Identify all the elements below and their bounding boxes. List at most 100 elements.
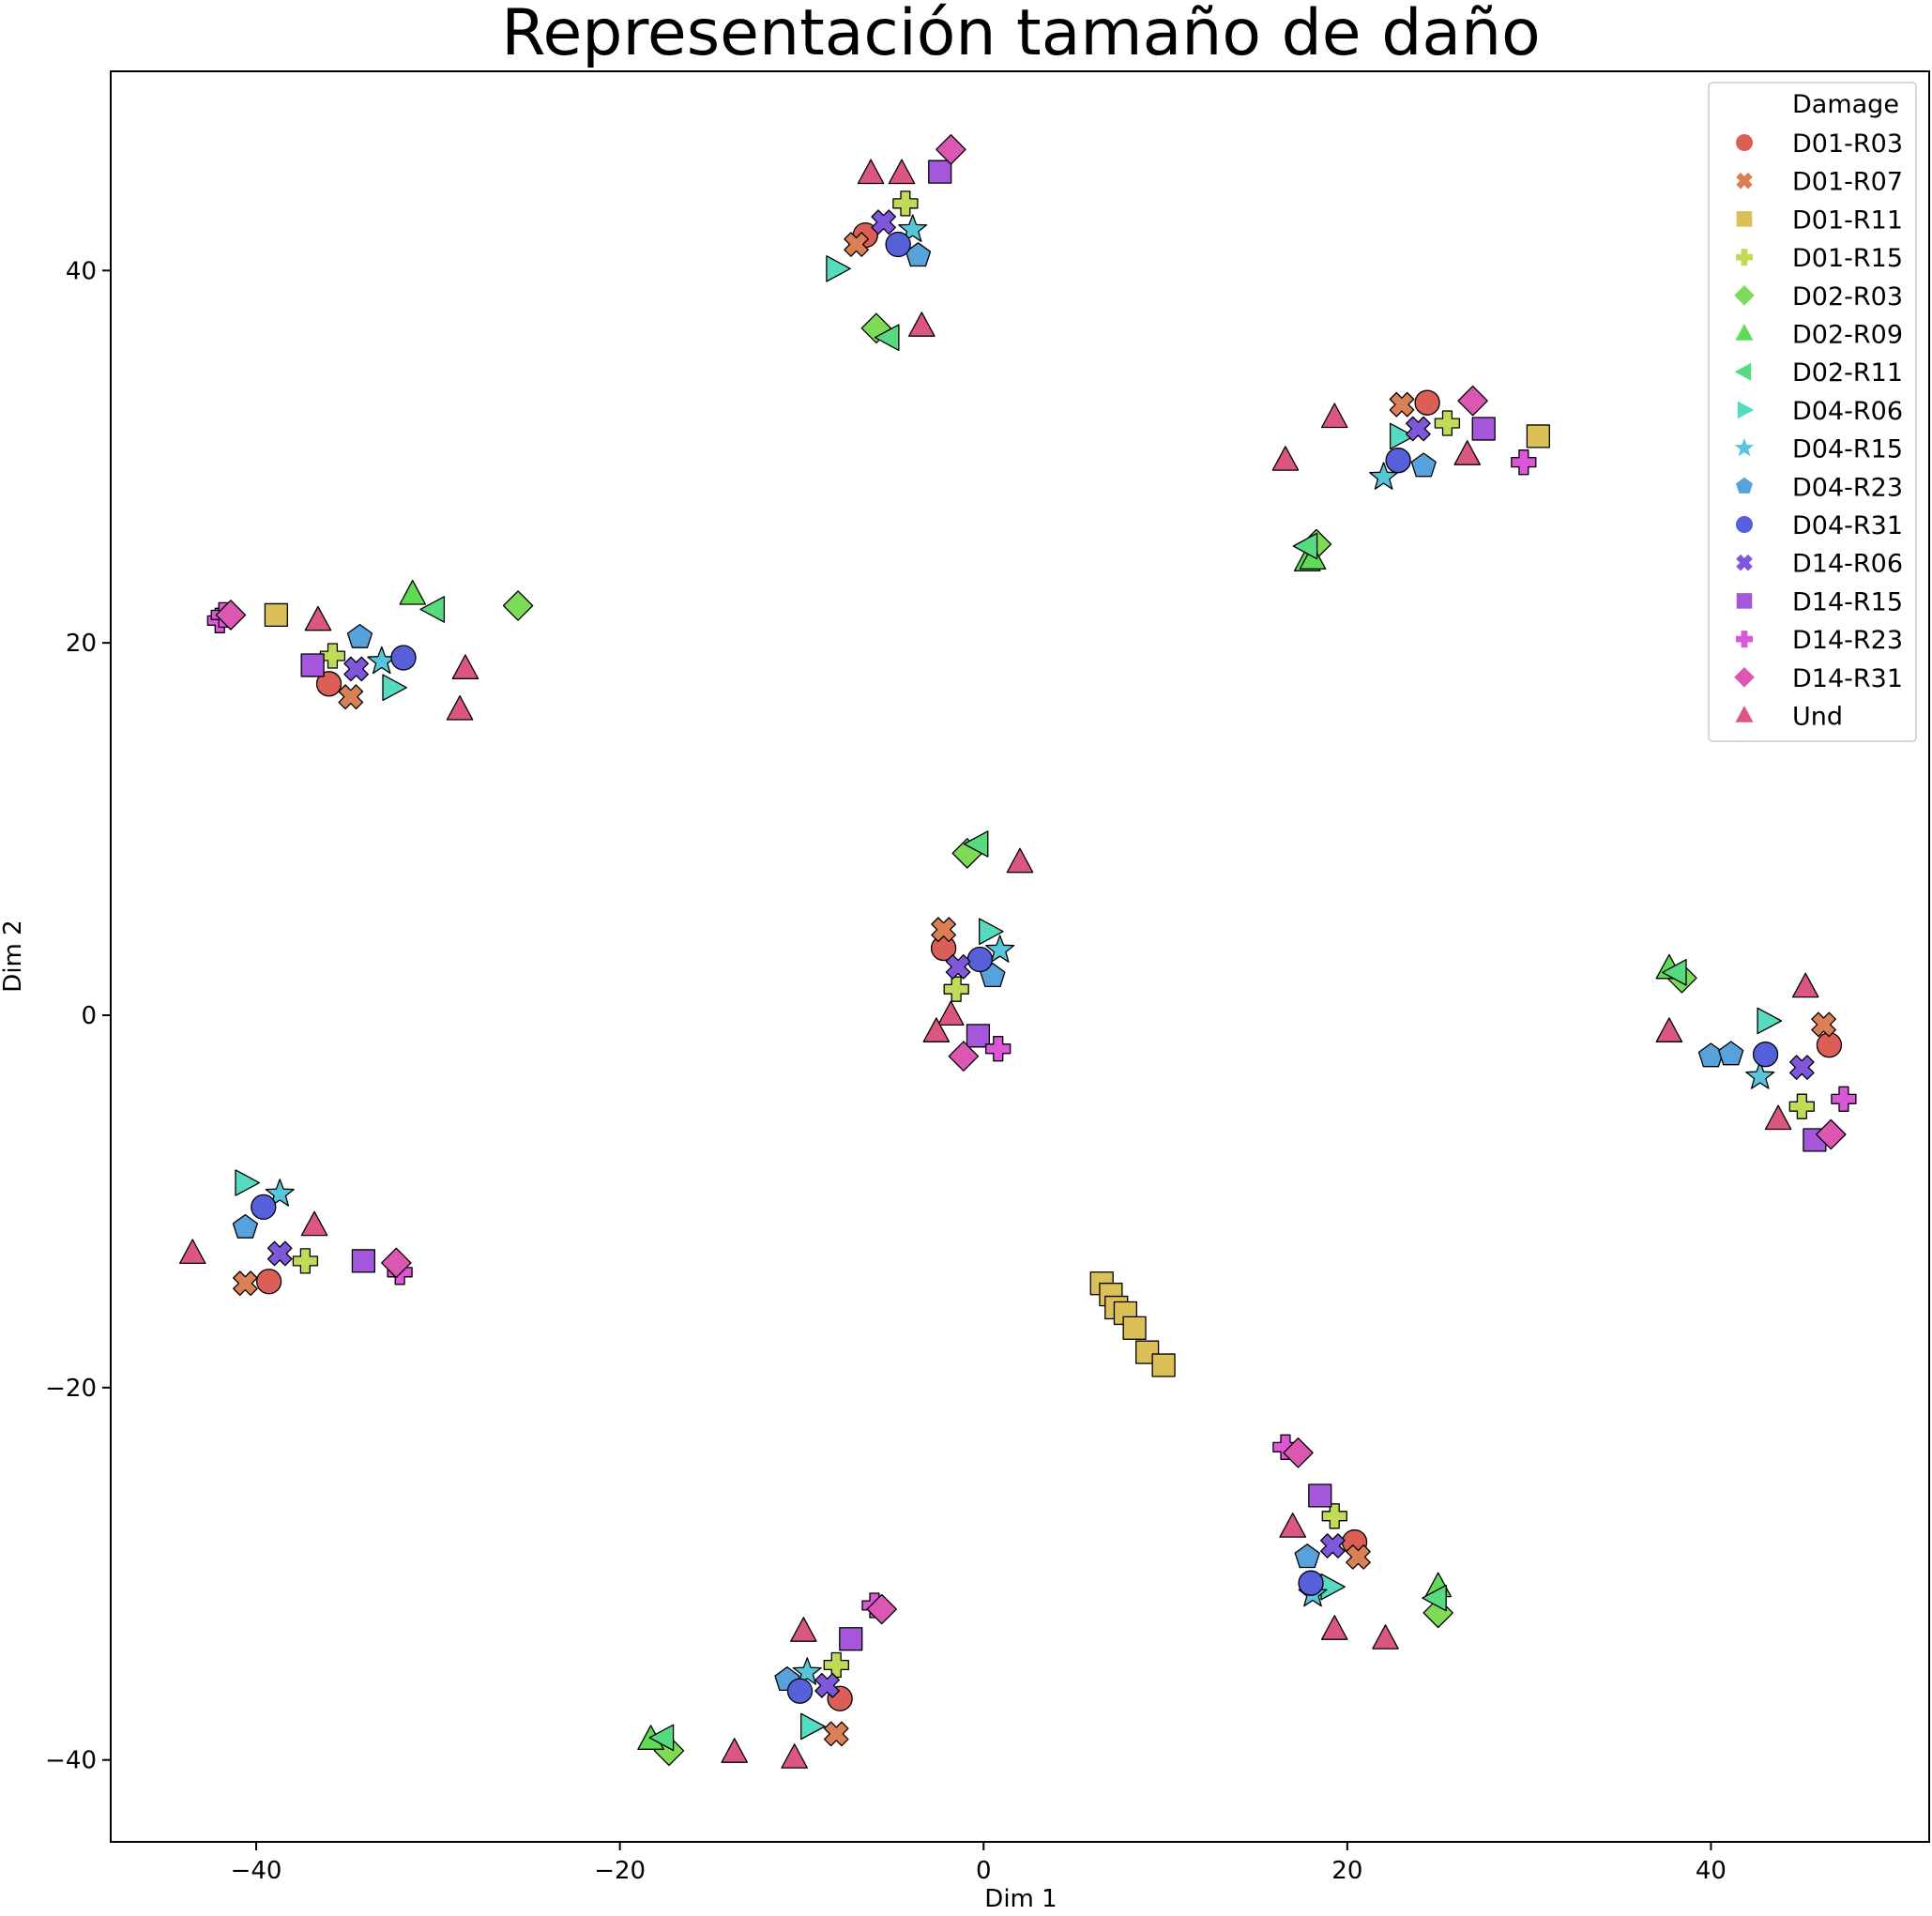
data-point	[446, 694, 474, 721]
legend-label: D01-R11	[1792, 205, 1903, 235]
data-point	[1745, 1061, 1775, 1089]
data-point	[1831, 1086, 1857, 1112]
data-point	[1389, 391, 1415, 418]
data-point	[936, 134, 966, 165]
series-d04-r23	[232, 242, 1744, 1692]
legend-label: Und	[1792, 703, 1843, 732]
data-point	[292, 1248, 319, 1274]
data-point	[1122, 1315, 1147, 1340]
legend-label: D14-R15	[1792, 587, 1903, 616]
legend-marker	[1736, 134, 1753, 151]
data-point	[1292, 532, 1318, 560]
legend-marker	[1734, 285, 1755, 306]
data-point	[1752, 1042, 1779, 1068]
data-point	[874, 324, 900, 352]
data-point	[1655, 1017, 1683, 1042]
series-d14-r23	[206, 449, 1857, 1619]
x-tick-label: 20	[1331, 1857, 1362, 1885]
legend-label: D02-R11	[1792, 358, 1903, 388]
data-point	[721, 1738, 749, 1763]
legend-label: D14-R23	[1792, 626, 1903, 655]
data-point	[898, 214, 928, 242]
plot-frame	[110, 70, 1930, 1843]
data-point	[346, 623, 373, 648]
data-point	[233, 1270, 258, 1297]
legend-marker	[1736, 477, 1753, 494]
legend-marker	[1734, 667, 1755, 688]
legend-label: D02-R03	[1792, 282, 1903, 312]
legend-marker	[1734, 362, 1752, 381]
data-point	[1410, 452, 1437, 478]
chart-title: Representación tamaño de daño	[501, 0, 1541, 70]
data-point	[1757, 1007, 1783, 1035]
data-point	[908, 312, 936, 337]
series-d04-r31	[251, 231, 1779, 1704]
data-point	[892, 190, 919, 217]
data-point	[232, 1213, 259, 1239]
data-point	[351, 1249, 375, 1273]
data-point	[1320, 403, 1348, 429]
y-tick-label: 40	[66, 257, 97, 285]
data-point	[1151, 1353, 1176, 1377]
data-point	[343, 656, 369, 682]
data-point	[1718, 1041, 1744, 1066]
data-point	[502, 590, 534, 621]
legend-marker	[1736, 631, 1753, 648]
y-tick-label: 20	[66, 630, 97, 658]
series-d02-r09	[399, 544, 1683, 1750]
data-point	[300, 1210, 328, 1237]
series-d01-r07	[233, 232, 1836, 1747]
data-point	[1511, 449, 1537, 476]
data-point	[1320, 1533, 1346, 1559]
series-d01-r15	[292, 190, 1815, 1679]
x-axis-label: Dim 1	[984, 1885, 1057, 1913]
legend-label: D04-R06	[1792, 397, 1903, 426]
data-point	[792, 1657, 822, 1685]
legend-label: D04-R15	[1792, 435, 1903, 464]
data-point	[1320, 1615, 1348, 1640]
legend-label: D01-R07	[1792, 168, 1903, 197]
data-point	[319, 643, 346, 669]
legend-title: Damage	[1792, 90, 1899, 119]
data-point	[937, 1000, 965, 1026]
legend-marker	[1736, 554, 1753, 571]
series-d14-r15	[300, 160, 1827, 1651]
data-point	[966, 946, 994, 973]
x-tick-label: −20	[594, 1857, 646, 1885]
data-point	[922, 1017, 951, 1042]
data-point	[857, 159, 885, 185]
legend: Damage D01-R03 D01-R07 D01-R11 D01-R15 D02-R…	[1708, 82, 1917, 742]
data-point	[381, 1247, 412, 1279]
series-d01-r03	[255, 221, 1843, 1711]
data-point	[963, 830, 989, 858]
legend-marker	[1736, 211, 1753, 227]
data-point	[888, 159, 916, 185]
data-point	[1279, 1513, 1307, 1538]
data-point	[781, 1743, 808, 1769]
legend-label: D04-R23	[1792, 473, 1903, 502]
data-point	[1697, 1042, 1725, 1068]
data-point	[885, 231, 911, 258]
legend-label: D01-R03	[1792, 129, 1903, 159]
data-point	[844, 232, 869, 257]
legend-marker	[1735, 324, 1754, 341]
data-point	[1320, 1573, 1346, 1601]
data-point	[943, 976, 969, 1002]
series-d02-r11	[419, 324, 1687, 1752]
data-point	[800, 1712, 826, 1741]
data-point	[266, 1240, 293, 1267]
data-point	[390, 645, 417, 671]
data-point	[985, 1036, 1012, 1062]
data-point	[966, 1024, 991, 1048]
data-point	[945, 954, 971, 980]
data-point	[315, 671, 342, 697]
series-und	[178, 159, 1819, 1769]
legend-label: D04-R31	[1792, 511, 1903, 540]
data-point	[1791, 972, 1819, 998]
data-point	[300, 653, 325, 677]
legend-marker	[1734, 437, 1755, 457]
data-point	[1422, 1584, 1447, 1612]
legend-marker	[1736, 593, 1753, 609]
data-point	[790, 1617, 817, 1642]
